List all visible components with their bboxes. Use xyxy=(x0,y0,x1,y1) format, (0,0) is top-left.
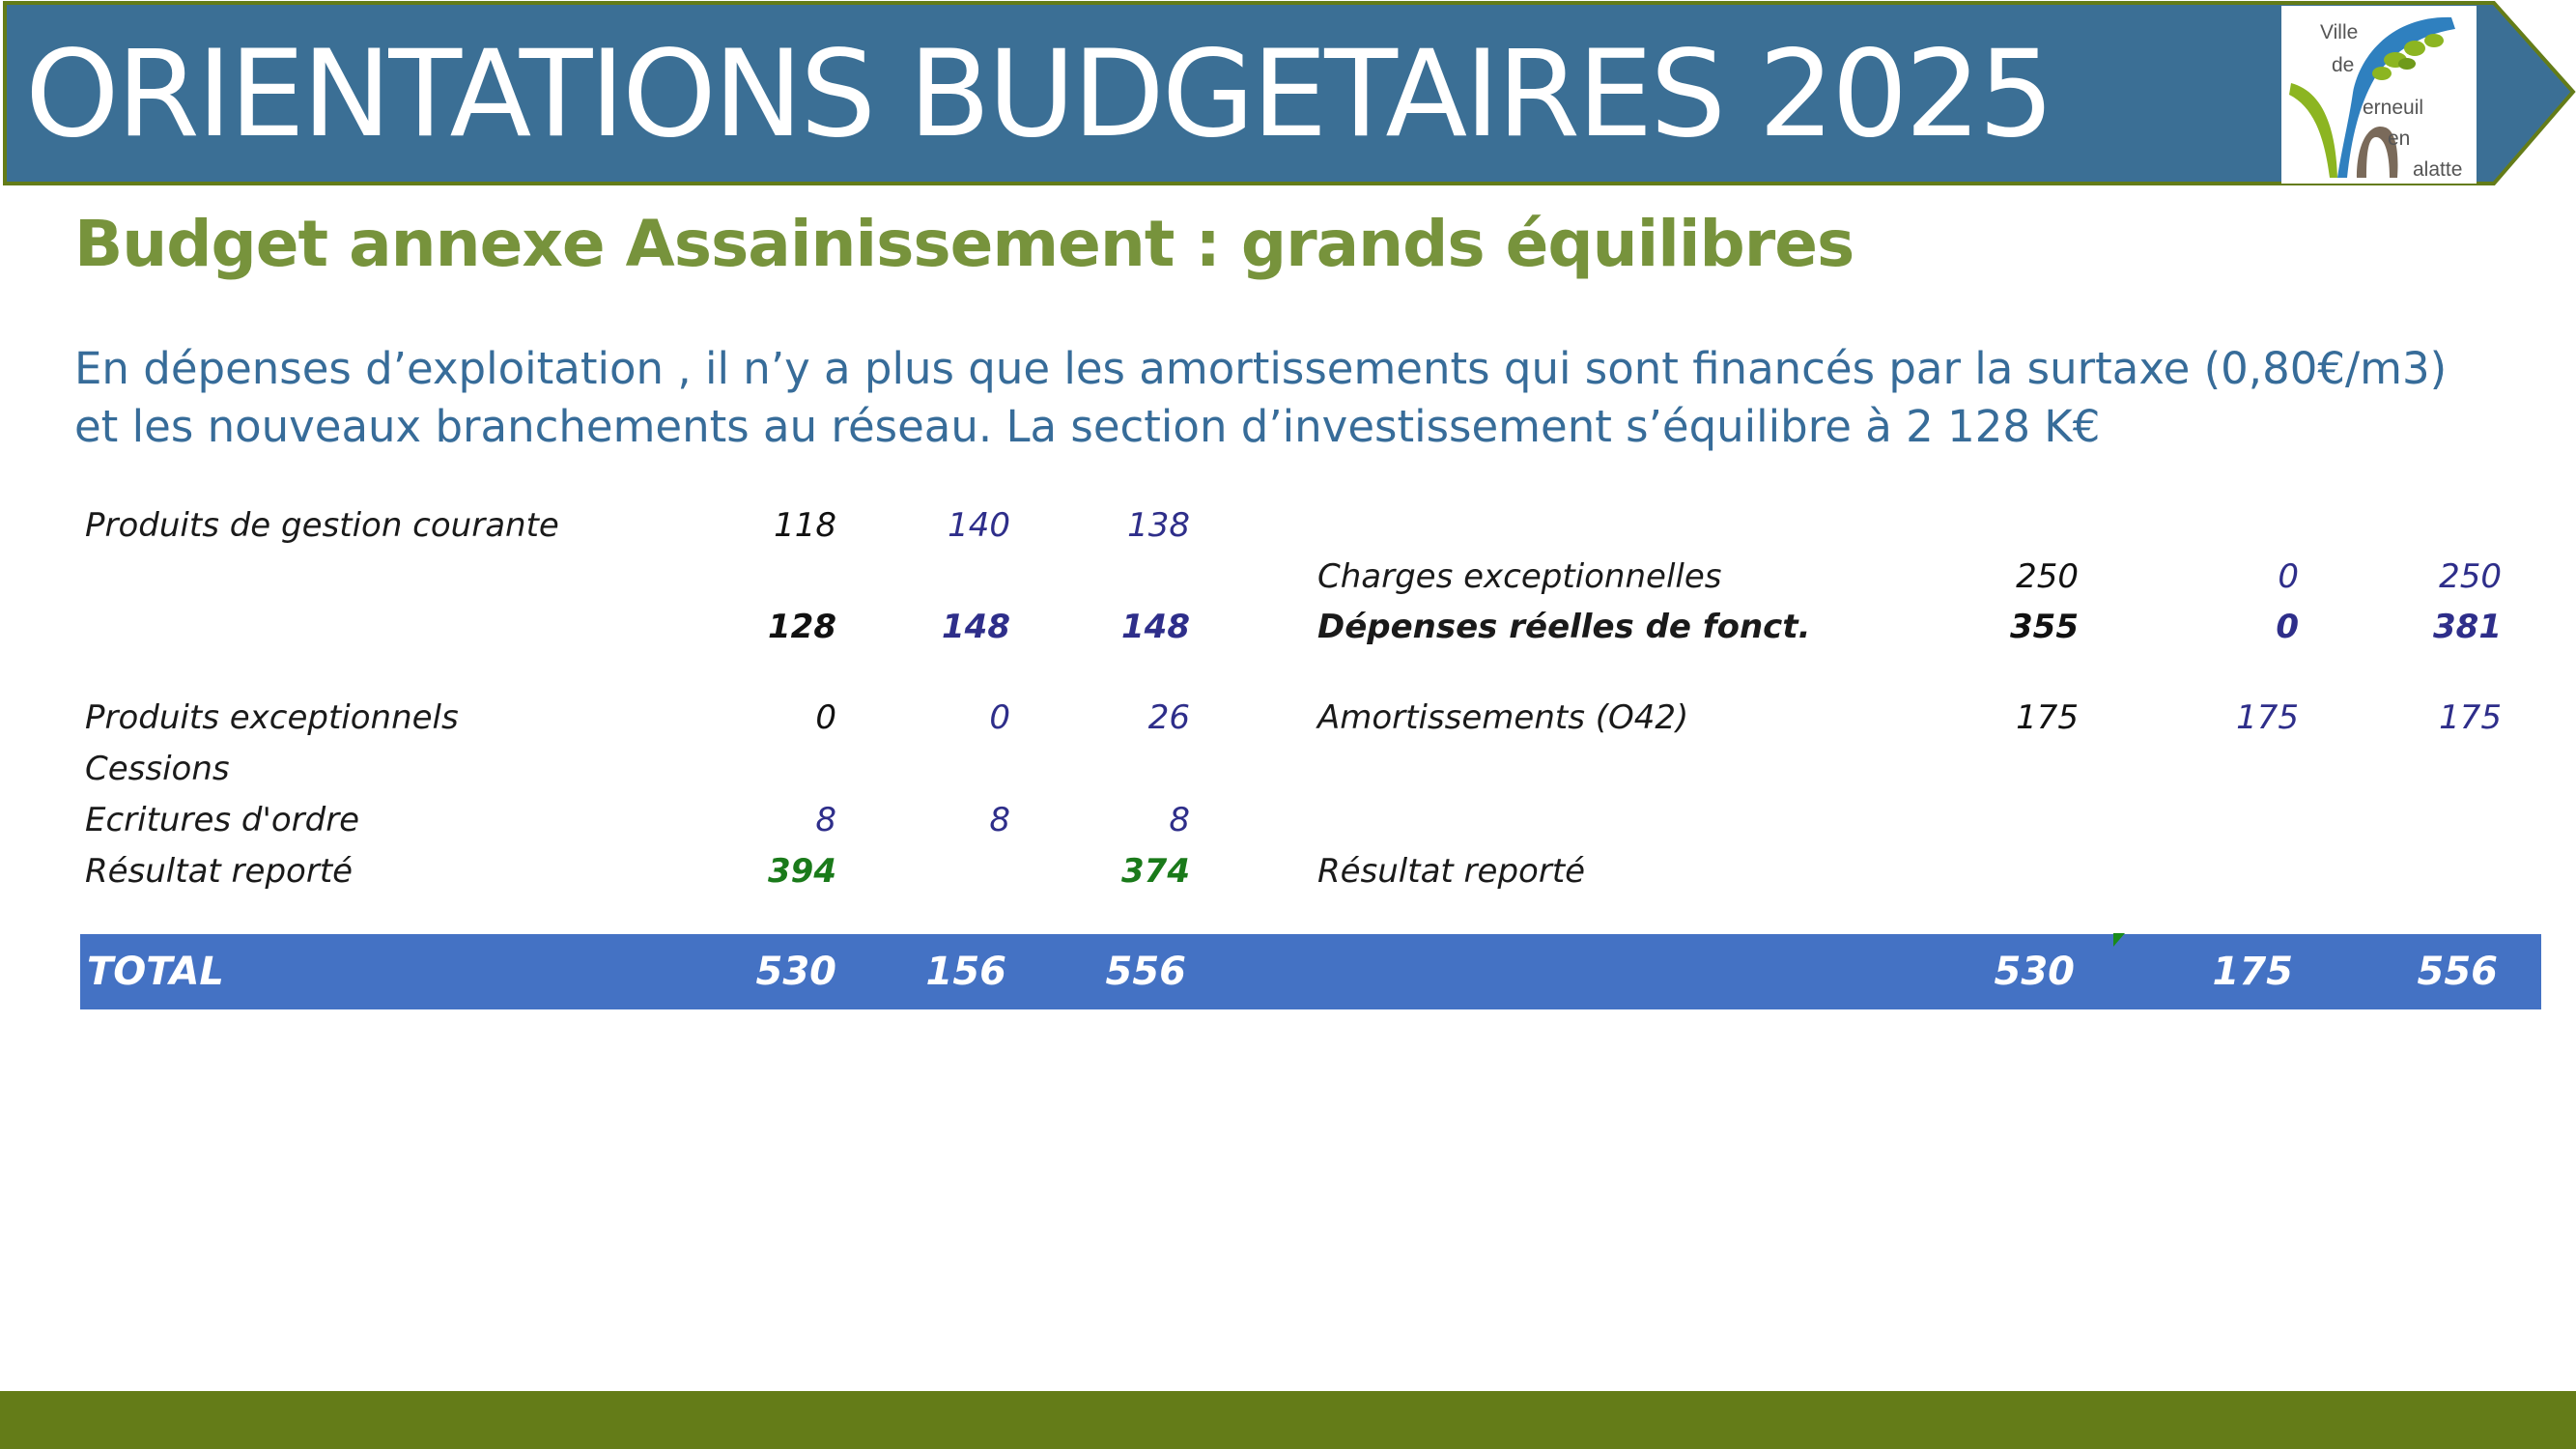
total-row xyxy=(80,934,2541,1009)
left-row-value-1: 0 xyxy=(815,698,836,737)
left-row-value-1: 118 xyxy=(774,506,836,545)
total-label: TOTAL xyxy=(87,950,224,994)
total-left-value-2: 156 xyxy=(925,950,1007,994)
logo-text-en: en xyxy=(2388,128,2411,150)
right-row-label: Dépenses réelles de fonct. xyxy=(1317,608,1811,646)
intro-line-2: et les nouveaux branchements au réseau. … xyxy=(74,401,2101,452)
footer-bar xyxy=(0,1391,2576,1449)
logo-leaf-icon xyxy=(2289,16,2455,179)
left-row-value-3: 8 xyxy=(1169,801,1190,839)
left-row-label: Cessions xyxy=(85,750,230,788)
total-right-value-3: 556 xyxy=(2417,950,2499,994)
intro-paragraph: En dépenses d’exploitation , il n’y a pl… xyxy=(74,340,2528,456)
right-row-value-1: 250 xyxy=(2016,557,2079,596)
left-row-value-2: 8 xyxy=(989,801,1010,839)
right-row-label: Charges exceptionnelles xyxy=(1317,557,1722,596)
right-row-value-2: 0 xyxy=(2278,557,2299,596)
logo-text-ville: Ville xyxy=(2320,21,2359,43)
left-row-value-3: 138 xyxy=(1127,506,1190,545)
logo-text-alatte: alatte xyxy=(2413,158,2463,181)
right-row-value-3: 175 xyxy=(2439,698,2502,737)
left-row-value-2: 140 xyxy=(948,506,1010,545)
logo-text-de: de xyxy=(2332,54,2355,76)
intro-line-1: En dépenses d’exploitation , il n’y a pl… xyxy=(74,343,2448,394)
right-row-value-1: 175 xyxy=(2016,698,2079,737)
header-banner xyxy=(3,1,2576,185)
total-left-value-1: 530 xyxy=(755,950,837,994)
left-row-value-1: 394 xyxy=(768,852,836,891)
right-row-value-2: 0 xyxy=(2276,608,2299,646)
left-row-value-3: 26 xyxy=(1147,698,1190,737)
section-title: Budget annexe Assainissement : grands éq… xyxy=(74,207,1854,281)
left-row-value-2: 0 xyxy=(989,698,1010,737)
right-row-label: Résultat reporté xyxy=(1317,852,1586,891)
page-title: ORIENTATIONS BUDGETAIRES 2025 xyxy=(25,25,2054,164)
right-row-value-3: 381 xyxy=(2433,608,2502,646)
right-row-label: Amortissements (O42) xyxy=(1317,698,1689,737)
right-row-value-3: 250 xyxy=(2439,557,2502,596)
left-row-label: Produits de gestion courante xyxy=(85,506,559,545)
left-subtotal-value-3: 148 xyxy=(1121,608,1190,646)
total-right-value-1: 530 xyxy=(1994,950,2076,994)
logo-text-erneuil: erneuil xyxy=(2363,97,2424,119)
left-row-value-3: 374 xyxy=(1121,852,1190,891)
total-left-value-3: 556 xyxy=(1105,950,1187,994)
left-row-value-1: 8 xyxy=(815,801,836,839)
left-row-label: Produits exceptionnels xyxy=(85,698,459,737)
right-row-value-2: 175 xyxy=(2236,698,2299,737)
left-row-label: Ecritures d'ordre xyxy=(85,801,360,839)
left-subtotal-value-1: 128 xyxy=(768,608,836,646)
total-right-value-2: 175 xyxy=(2212,950,2294,994)
left-row-label: Résultat reporté xyxy=(85,852,354,891)
cell-marker-icon xyxy=(2113,933,2125,947)
right-row-value-1: 355 xyxy=(2010,608,2079,646)
left-subtotal-value-2: 148 xyxy=(942,608,1010,646)
city-logo: Ville de erneuil en alatte xyxy=(2281,6,2477,184)
